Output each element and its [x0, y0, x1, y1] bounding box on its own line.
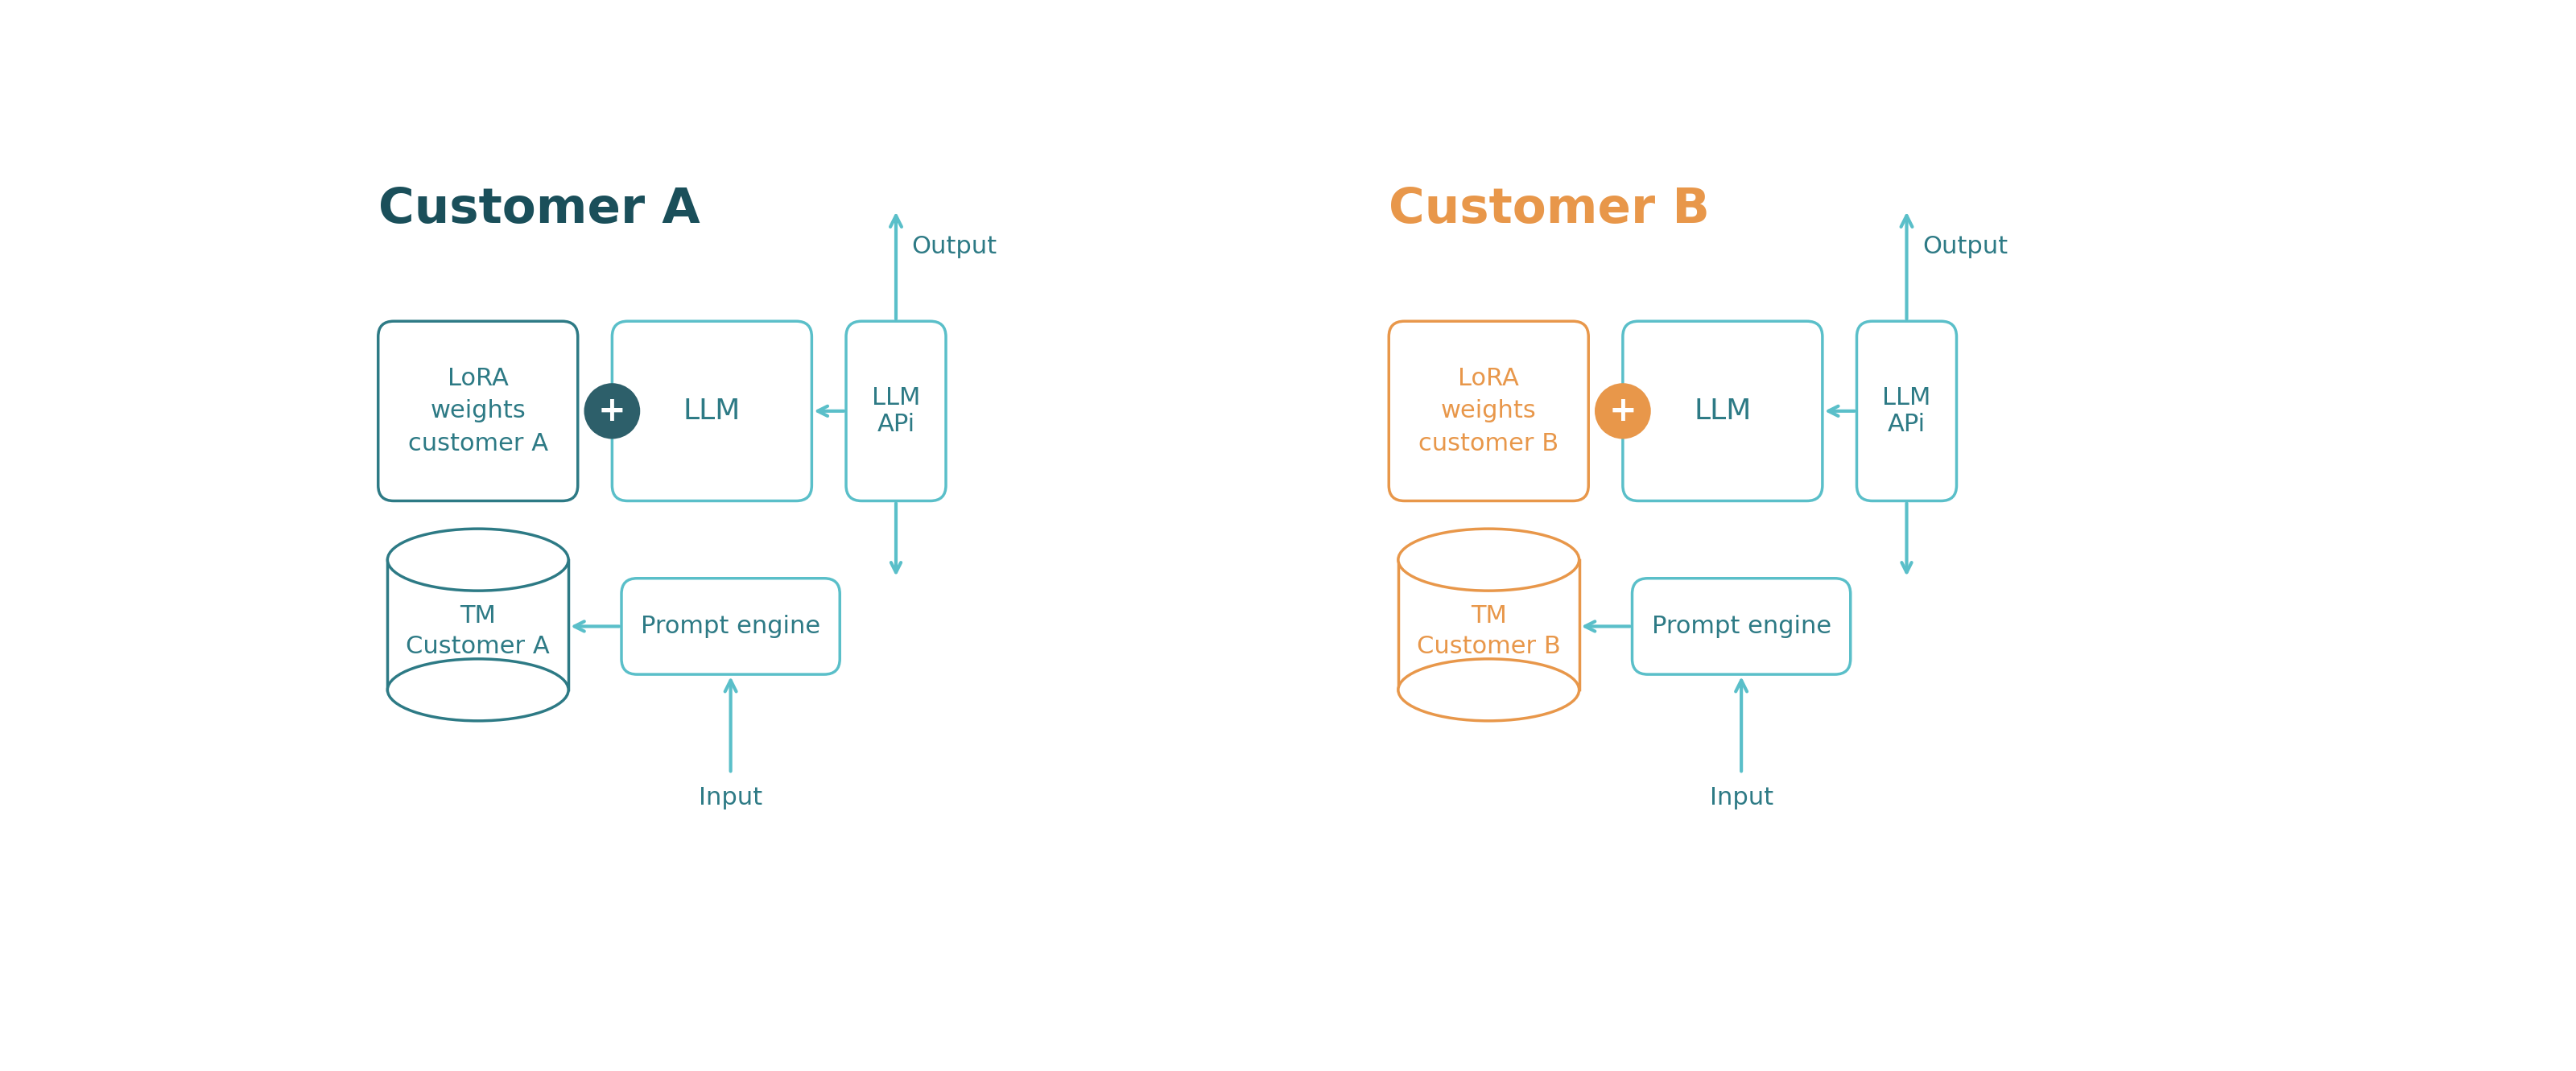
Text: Customer B: Customer B	[1388, 186, 1710, 233]
Text: Prompt engine: Prompt engine	[1651, 615, 1832, 638]
FancyBboxPatch shape	[1388, 321, 1589, 501]
Text: TM
Customer A: TM Customer A	[407, 604, 549, 658]
Circle shape	[1595, 383, 1651, 439]
Text: Input: Input	[698, 786, 762, 810]
Bar	[1399, 560, 1579, 690]
Text: LoRA
weights
customer B: LoRA weights customer B	[1419, 366, 1558, 455]
Text: LLM
APi: LLM APi	[1883, 386, 1932, 436]
Bar	[386, 560, 569, 690]
Text: LLM: LLM	[683, 397, 742, 425]
Circle shape	[585, 383, 641, 439]
Ellipse shape	[386, 659, 569, 721]
Text: Customer A: Customer A	[379, 186, 701, 233]
Text: Output: Output	[912, 236, 997, 258]
FancyBboxPatch shape	[1623, 321, 1821, 501]
Ellipse shape	[386, 529, 569, 591]
Ellipse shape	[1399, 529, 1579, 591]
Text: TM
Customer B: TM Customer B	[1417, 604, 1561, 658]
FancyBboxPatch shape	[379, 321, 577, 501]
Text: +: +	[598, 394, 626, 428]
Text: +: +	[1610, 394, 1636, 428]
FancyBboxPatch shape	[1633, 578, 1850, 675]
Text: LoRA
weights
customer A: LoRA weights customer A	[407, 366, 549, 455]
Text: LLM
APi: LLM APi	[871, 386, 920, 436]
Text: Output: Output	[1922, 236, 2007, 258]
Text: Input: Input	[1710, 786, 1772, 810]
Text: Prompt engine: Prompt engine	[641, 615, 819, 638]
Text: LLM: LLM	[1695, 397, 1752, 425]
FancyBboxPatch shape	[621, 578, 840, 675]
FancyBboxPatch shape	[1857, 321, 1958, 501]
FancyBboxPatch shape	[845, 321, 945, 501]
FancyBboxPatch shape	[613, 321, 811, 501]
Ellipse shape	[1399, 659, 1579, 721]
